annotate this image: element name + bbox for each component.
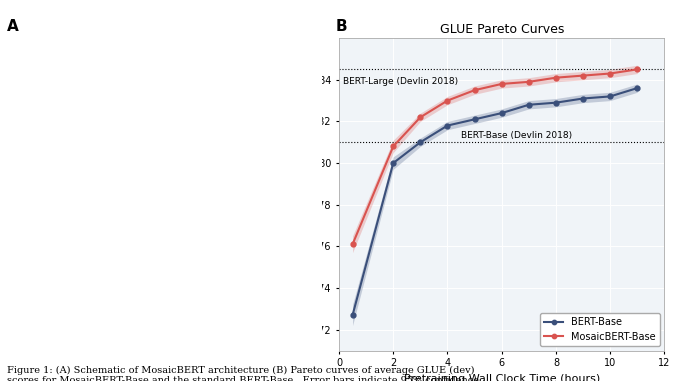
BERT-Base <box>579 96 587 101</box>
BERT-Base <box>389 161 397 165</box>
MosaicBERT-Base <box>606 71 614 76</box>
Text: Figure 1: (A) Schematic of MosaicBERT architecture (B) Pareto curves of average : Figure 1: (A) Schematic of MosaicBERT ar… <box>7 366 479 381</box>
MosaicBERT-Base <box>348 242 357 247</box>
BERT-Base <box>606 94 614 99</box>
Y-axis label: Average GLUE (dev) Score: Average GLUE (dev) Score <box>294 121 304 267</box>
Text: BERT-Large (Devlin 2018): BERT-Large (Devlin 2018) <box>343 77 458 86</box>
MosaicBERT-Base <box>389 144 397 149</box>
BERT-Base <box>525 102 533 107</box>
BERT-Base <box>498 111 506 115</box>
Legend: BERT-Base, MosaicBERT-Base: BERT-Base, MosaicBERT-Base <box>540 313 660 346</box>
BERT-Base <box>471 117 479 122</box>
BERT-Base <box>416 140 424 144</box>
Text: B: B <box>336 19 347 34</box>
Line: MosaicBERT-Base: MosaicBERT-Base <box>350 67 640 247</box>
MosaicBERT-Base <box>471 88 479 93</box>
BERT-Base <box>443 123 452 128</box>
MosaicBERT-Base <box>525 80 533 84</box>
BERT-Base <box>348 313 357 317</box>
MosaicBERT-Base <box>498 82 506 86</box>
BERT-Base <box>633 86 641 90</box>
Title: GLUE Pareto Curves: GLUE Pareto Curves <box>439 22 564 35</box>
BERT-Base <box>552 100 560 105</box>
MosaicBERT-Base <box>579 73 587 78</box>
MosaicBERT-Base <box>633 67 641 72</box>
MosaicBERT-Base <box>552 75 560 80</box>
Text: A: A <box>7 19 18 34</box>
Line: BERT-Base: BERT-Base <box>350 86 640 317</box>
MosaicBERT-Base <box>443 98 452 103</box>
MosaicBERT-Base <box>416 115 424 120</box>
Text: BERT-Base (Devlin 2018): BERT-Base (Devlin 2018) <box>461 131 572 140</box>
X-axis label: Pretraining Wall Clock Time (hours): Pretraining Wall Clock Time (hours) <box>403 374 600 381</box>
